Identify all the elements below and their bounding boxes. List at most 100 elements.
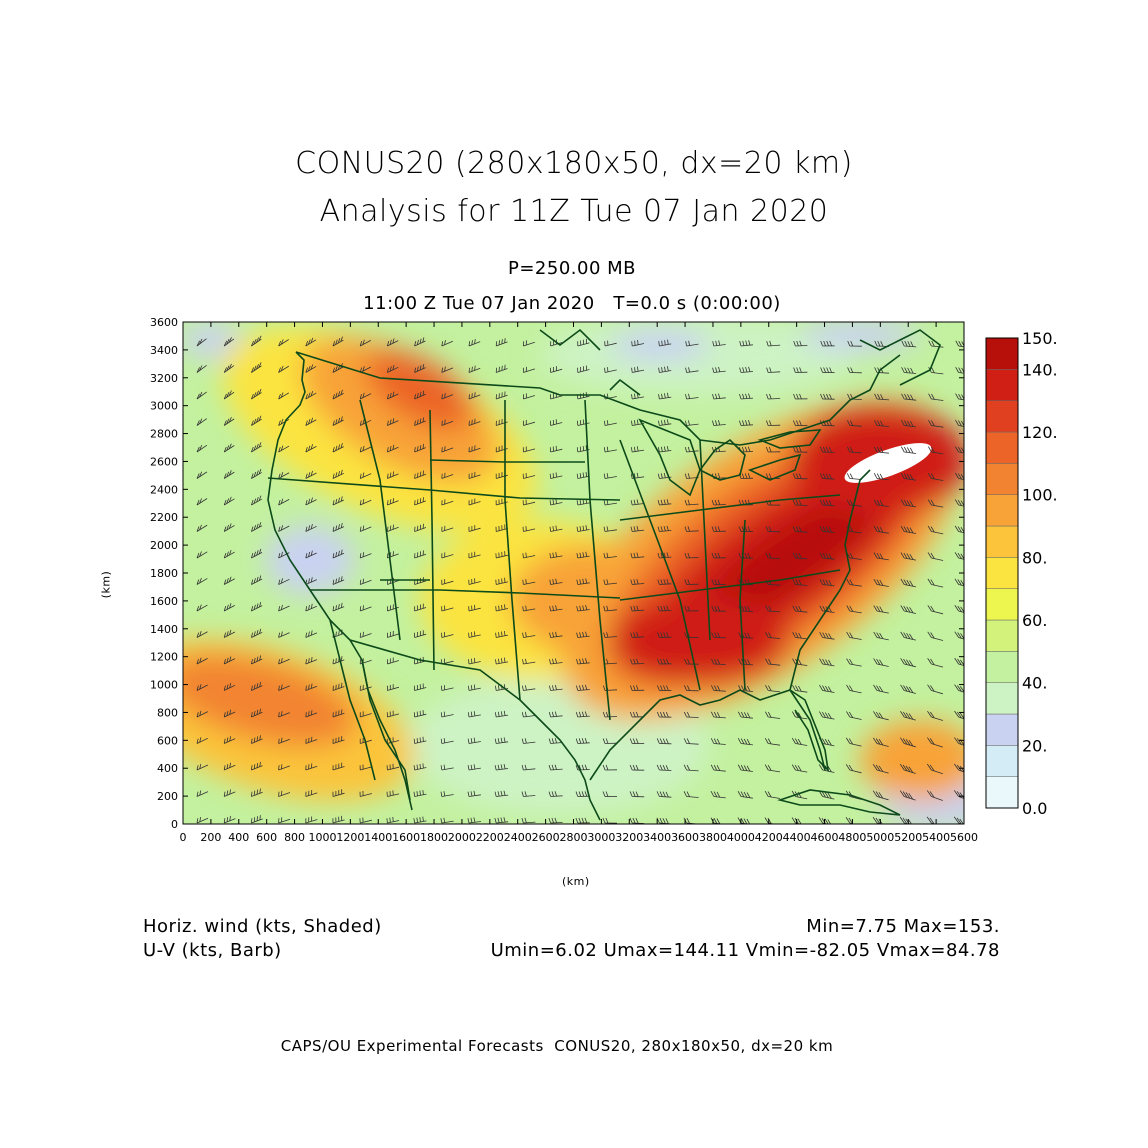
wind-barb-feather xyxy=(223,606,227,612)
wind-barb-shaft xyxy=(278,578,290,585)
wind-barb-feather xyxy=(825,446,829,453)
wind-barb-feather xyxy=(335,605,337,610)
wind-barb-feather xyxy=(714,499,718,506)
wind-barb-feather xyxy=(792,579,796,585)
wind-barb-feather xyxy=(259,761,261,767)
wind-barb-shaft xyxy=(441,714,454,718)
wind-barb-feather xyxy=(630,685,633,691)
wind-barb-feather xyxy=(667,366,669,372)
wind-barb-feather xyxy=(422,337,425,343)
wind-barb-feather xyxy=(747,419,751,426)
wind-barb-shaft xyxy=(278,738,290,744)
wind-barb-feather xyxy=(196,712,199,718)
x-tick-label: 4200 xyxy=(755,831,783,844)
wind-barb-feather xyxy=(305,367,308,373)
wind-barb-feather xyxy=(902,711,908,719)
wind-barb-feather xyxy=(873,499,878,506)
wind-barb-feather xyxy=(666,525,669,531)
wind-barb-shaft xyxy=(496,714,509,718)
wind-barb-feather xyxy=(332,606,335,612)
wind-barb-feather xyxy=(846,684,851,691)
wind-barb-feather xyxy=(630,447,633,453)
wind-barb-feather xyxy=(684,605,687,612)
wind-barb-shaft xyxy=(876,584,889,587)
wind-barb-shaft xyxy=(196,604,208,612)
wind-barb-feather xyxy=(259,708,261,714)
wind-barb-shaft xyxy=(360,553,372,559)
wind-barb-feather xyxy=(422,390,425,396)
x-tick-label: 1000 xyxy=(308,831,336,844)
y-tick-label: 200 xyxy=(157,790,178,803)
wind-barb-feather xyxy=(906,526,911,533)
wind-barb-feather xyxy=(740,764,745,771)
wind-barb-feather xyxy=(878,739,884,746)
wind-barb-feather xyxy=(280,604,283,610)
wind-barb-feather xyxy=(310,523,313,530)
wind-barb-feather xyxy=(603,500,606,506)
wind-barb-feather xyxy=(824,712,829,719)
wind-barb-shaft xyxy=(496,608,509,612)
wind-barb-feather xyxy=(359,606,362,612)
wind-barb-feather xyxy=(930,446,935,453)
wind-barb-feather xyxy=(226,631,229,637)
wind-barb-feather xyxy=(305,685,307,691)
wind-barb-shaft xyxy=(768,743,781,746)
wind-barb-feather xyxy=(711,499,715,506)
wind-barb-feather xyxy=(849,552,854,559)
wind-barb-feather xyxy=(902,791,908,798)
wind-barb-feather xyxy=(961,341,964,347)
wind-barb-feather xyxy=(471,658,473,664)
wind-barb-feather xyxy=(875,817,881,824)
wind-barb-feather xyxy=(196,632,199,638)
wind-barb-feather xyxy=(584,737,588,744)
wind-barb-shaft xyxy=(876,531,889,534)
wind-barb-feather xyxy=(605,764,609,771)
wind-barb-feather xyxy=(908,686,914,693)
wind-barb-feather xyxy=(663,446,666,452)
legend-label: 140. xyxy=(1022,360,1058,379)
wind-barb-feather xyxy=(308,684,310,690)
wind-barb-feather xyxy=(340,496,343,502)
wind-barb-feather xyxy=(910,341,914,347)
wind-barb-feather xyxy=(902,764,908,772)
wind-barb-feather xyxy=(280,551,283,557)
wind-barb-shaft xyxy=(604,422,617,426)
wind-barb-feather xyxy=(578,738,582,744)
wind-barb-shaft xyxy=(441,527,454,532)
wind-barb-feather xyxy=(578,764,582,771)
wind-barb-feather xyxy=(500,737,503,743)
wind-barb-feather xyxy=(879,659,884,666)
wind-barb-shaft xyxy=(278,818,291,824)
wind-barb-feather xyxy=(877,393,881,400)
y-tick-label: 1400 xyxy=(150,623,178,636)
wind-barb-feather xyxy=(683,791,687,797)
wind-barb-feather xyxy=(251,473,254,479)
wind-barb-feather xyxy=(688,393,690,399)
wind-barb-feather xyxy=(901,393,905,400)
wind-barb-feather xyxy=(827,819,832,824)
wind-barb-feather xyxy=(744,605,748,612)
wind-barb-feather xyxy=(554,738,557,744)
wind-barb-feather xyxy=(876,473,881,480)
wind-barb-feather xyxy=(359,447,362,453)
wind-barb-feather xyxy=(768,579,772,585)
wind-barb-feather xyxy=(846,446,851,453)
wind-barb-feather xyxy=(579,446,582,452)
wind-barb-feather xyxy=(636,632,639,638)
wind-barb-feather xyxy=(792,526,796,532)
wind-barb-feather xyxy=(637,366,639,372)
wind-barb-feather xyxy=(199,577,202,584)
wind-barb-feather xyxy=(629,817,633,824)
wind-barb-feather xyxy=(819,605,823,612)
wind-barb-shaft xyxy=(904,796,916,801)
wind-barb-shaft xyxy=(958,478,964,480)
wind-barb-shaft xyxy=(387,366,399,373)
wind-barb-shaft xyxy=(523,741,536,744)
wind-barb-feather xyxy=(332,579,335,585)
wind-barb-feather xyxy=(909,553,914,560)
wind-barb-feather xyxy=(340,389,343,395)
wind-barb-feather xyxy=(308,551,311,557)
wind-barb-feather xyxy=(658,341,660,347)
x-tick-label: 800 xyxy=(284,831,305,844)
legend-color-bin xyxy=(985,745,1019,777)
